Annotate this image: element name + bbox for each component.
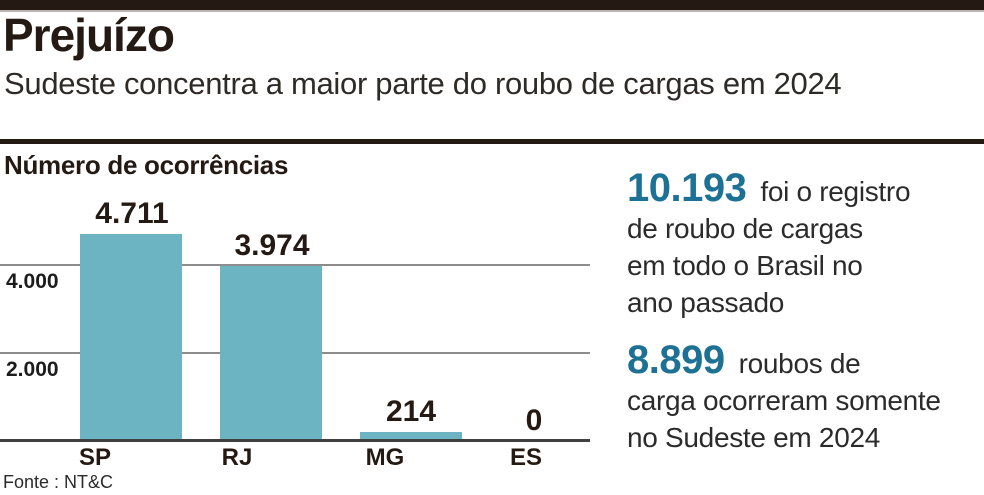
- bar-SP: [80, 234, 182, 441]
- bar-value-label-SP: 4.711: [95, 197, 169, 230]
- callout-brazil-total: 10.193 foi o registro de roubo de cargas …: [627, 168, 977, 321]
- callout-number-brazil: 10.193: [627, 166, 747, 210]
- callout-number-sudeste: 8.899: [627, 338, 725, 382]
- bar-value-label-RJ: 3.974: [234, 229, 310, 262]
- x-axis-line: [0, 439, 590, 442]
- callout-sudeste-total: 8.899 roubos de carga ocorreram somente n…: [627, 340, 977, 456]
- callout-text-sudeste: roubos de carga ocorreram somente no Sud…: [627, 348, 941, 453]
- chart-title: Número de ocorrências: [4, 150, 289, 180]
- page-subtitle: Sudeste concentra a maior parte do roubo…: [4, 66, 842, 101]
- callout-text-brazil: foi o registro de roubo de cargas em tod…: [627, 176, 911, 318]
- section-divider: [0, 139, 984, 144]
- x-axis-label-RJ: RJ: [221, 444, 253, 471]
- y-tick-label-2000: 2.000: [6, 358, 59, 381]
- bar-value-label-ES: 0: [525, 404, 543, 437]
- top-border-bar: [0, 0, 984, 12]
- bar-RJ: [220, 266, 322, 441]
- page-title: Prejuízo: [3, 9, 175, 61]
- x-axis-label-SP: SP: [78, 444, 112, 471]
- x-axis-label-ES: ES: [509, 444, 543, 471]
- bar-value-label-MG: 214: [385, 395, 437, 428]
- y-tick-label-4000: 4.000: [6, 270, 59, 293]
- chart-source: Fonte : NT&C: [3, 472, 114, 492]
- x-axis-label-MG: MG: [365, 444, 405, 471]
- gridline-4000: [0, 264, 590, 266]
- bar-MG: [360, 432, 462, 441]
